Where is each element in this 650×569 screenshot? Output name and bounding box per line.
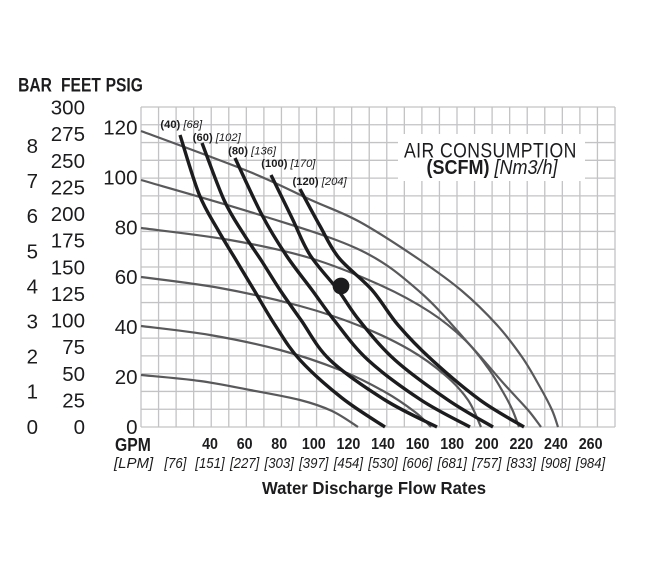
svg-text:40: 40 [202, 437, 218, 454]
svg-text:250: 250 [51, 150, 85, 173]
svg-text:(120) [204]: (120) [204] [293, 176, 348, 188]
svg-text:20: 20 [115, 366, 138, 389]
svg-text:125: 125 [51, 283, 85, 306]
svg-text:FEET: FEET [61, 74, 101, 96]
svg-text:0: 0 [74, 416, 85, 439]
svg-text:GPM: GPM [115, 434, 151, 456]
svg-text:8: 8 [27, 135, 38, 158]
svg-text:4: 4 [27, 275, 38, 298]
svg-text:BAR: BAR [18, 74, 52, 96]
svg-text:140: 140 [371, 437, 395, 454]
svg-text:[76]: [76] [163, 454, 187, 471]
svg-text:100: 100 [302, 437, 326, 454]
svg-text:80: 80 [271, 437, 287, 454]
svg-text:[984]: [984] [575, 454, 606, 471]
svg-text:200: 200 [51, 203, 85, 226]
svg-text:120: 120 [337, 437, 361, 454]
svg-text:180: 180 [440, 437, 464, 454]
svg-text:6: 6 [27, 205, 38, 228]
svg-text:260: 260 [579, 437, 603, 454]
svg-text:[757]: [757] [471, 454, 502, 471]
svg-text:Water Discharge Flow Rates: Water Discharge Flow Rates [262, 478, 486, 499]
svg-text:[LPM]: [LPM] [113, 455, 154, 472]
svg-text:[530]: [530] [367, 454, 398, 471]
svg-text:3: 3 [27, 311, 38, 334]
svg-text:175: 175 [51, 230, 85, 253]
svg-text:7: 7 [27, 170, 38, 193]
svg-text:0: 0 [27, 416, 38, 439]
svg-text:220: 220 [509, 437, 533, 454]
svg-text:(SCFM) [Nm3/h]: (SCFM) [Nm3/h] [427, 157, 559, 179]
svg-text:160: 160 [406, 437, 430, 454]
svg-text:40: 40 [115, 316, 138, 339]
svg-text:200: 200 [475, 437, 499, 454]
svg-text:[908]: [908] [540, 454, 571, 471]
svg-text:150: 150 [51, 256, 85, 279]
svg-text:240: 240 [544, 437, 568, 454]
svg-text:275: 275 [51, 123, 85, 146]
svg-text:[303]: [303] [264, 454, 295, 471]
svg-text:0: 0 [126, 416, 137, 439]
svg-text:120: 120 [103, 117, 137, 140]
svg-text:[833]: [833] [506, 454, 537, 471]
svg-text:[681]: [681] [437, 454, 468, 471]
svg-text:2: 2 [27, 346, 38, 369]
svg-text:[454]: [454] [333, 454, 364, 471]
svg-text:5: 5 [27, 240, 38, 263]
svg-text:25: 25 [62, 389, 85, 412]
svg-text:(100) [170]: (100) [170] [261, 158, 316, 170]
svg-text:300: 300 [51, 97, 85, 120]
svg-text:AIR CONSUMPTION: AIR CONSUMPTION [404, 139, 577, 163]
svg-text:(80) [136]: (80) [136] [228, 145, 277, 157]
svg-text:(60) [102]: (60) [102] [193, 132, 242, 144]
svg-text:80: 80 [115, 216, 138, 239]
svg-text:[606]: [606] [402, 454, 433, 471]
svg-text:[227]: [227] [229, 454, 260, 471]
svg-text:[151]: [151] [194, 454, 225, 471]
svg-text:(40) [68]: (40) [68] [160, 119, 203, 131]
svg-text:60: 60 [115, 266, 138, 289]
svg-text:1: 1 [27, 381, 38, 404]
svg-text:50: 50 [62, 363, 85, 386]
svg-text:100: 100 [103, 166, 137, 189]
svg-text:PSIG: PSIG [106, 74, 143, 96]
svg-text:100: 100 [51, 310, 85, 333]
svg-text:60: 60 [237, 437, 253, 454]
svg-text:[397]: [397] [298, 454, 329, 471]
svg-text:75: 75 [62, 336, 85, 359]
svg-text:225: 225 [51, 176, 85, 199]
